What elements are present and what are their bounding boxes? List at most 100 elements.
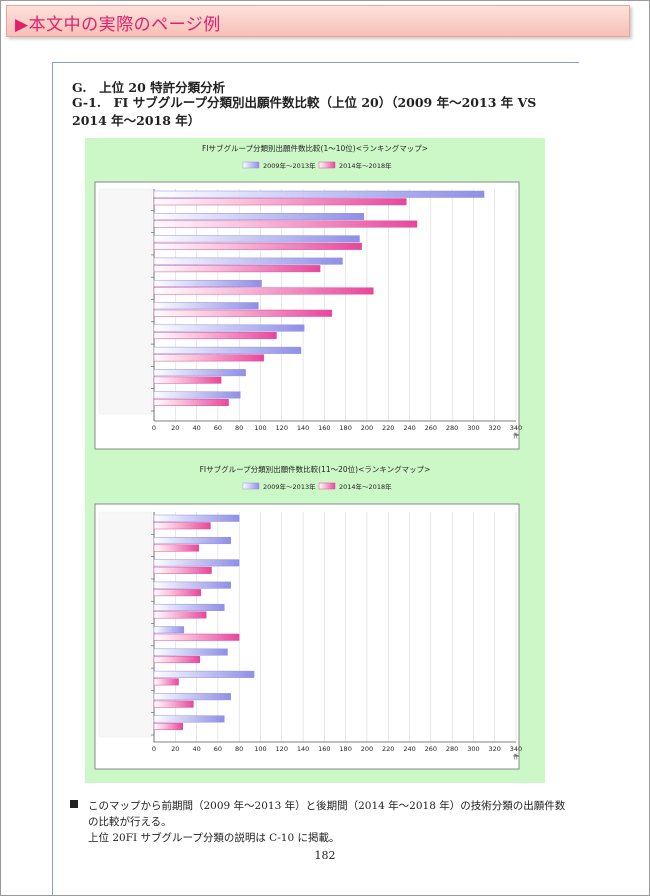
note-block: このマップから前期間（2009 年～2013 年）と後期間（2014 年～201… (70, 798, 580, 846)
bar-period2 (153, 309, 333, 317)
section-subtitle: G-1. FI サブグループ分類別出願件数比較（上位 20）（2009 年～20… (72, 95, 537, 128)
tick-label: 240 (403, 424, 415, 432)
bar-period1 (153, 648, 228, 656)
bullet-square-icon (70, 800, 78, 808)
tick-label: 180 (339, 424, 351, 432)
bar-period2 (153, 376, 222, 384)
tick-label: 60 (214, 424, 222, 432)
bar-period1 (153, 581, 231, 589)
tick-label: 320 (488, 745, 500, 753)
bar-period1 (153, 693, 231, 701)
bar-period1 (153, 235, 360, 243)
axis-unit-label: 件 (513, 753, 519, 761)
tick-label: 120 (276, 745, 288, 753)
bar-period1 (153, 537, 231, 545)
axis-unit-label: 件 (513, 432, 519, 440)
tick-label: 320 (488, 424, 500, 432)
legend-swatch-period1 (242, 482, 260, 490)
bar-period2 (153, 265, 321, 273)
bar-period2 (153, 242, 362, 250)
tick-label: 40 (192, 745, 200, 753)
chart-2-title: FIサブグループ分類別出願件数比較(11～20位)<ランキングマップ> (200, 464, 431, 474)
tick-label: 80 (235, 424, 243, 432)
legend-label-period1: 2009年～2013年 (263, 161, 316, 170)
legend-label-period1: 2009年～2013年 (263, 482, 316, 491)
bar-period1 (153, 324, 305, 332)
legend-swatch-period2 (318, 161, 336, 169)
bar-period2 (153, 656, 201, 664)
tick-label: 260 (425, 745, 437, 753)
bar-period1 (153, 302, 259, 310)
legend-label-period2: 2014年～2018年 (339, 482, 392, 491)
bar-period1 (153, 603, 225, 611)
legend-swatch-period2 (318, 482, 336, 490)
category-label-area (98, 511, 153, 738)
tick-label: 120 (276, 424, 288, 432)
content-rule-left (52, 62, 53, 896)
tick-label: 260 (425, 424, 437, 432)
tick-label: 200 (361, 745, 373, 753)
bar-period1 (153, 346, 302, 354)
note-line-1: このマップから前期間（2009 年～2013 年）と後期間（2014 年～201… (88, 800, 566, 812)
chart-1-title: FIサブグループ分類別出願件数比較(1～10位)<ランキングマップ> (202, 143, 428, 153)
tick-label: 0 (152, 424, 156, 432)
tick-label: 160 (318, 424, 330, 432)
bar-period1 (153, 559, 240, 567)
bar-period1 (153, 670, 255, 678)
tick-label: 240 (403, 745, 415, 753)
bar-period1 (153, 369, 246, 377)
section-title: G. 上位 20 特許分類分析 (72, 80, 226, 95)
tick-label: 180 (339, 745, 351, 753)
legend-swatch-period1 (242, 161, 260, 169)
banner-title: ▶本文中の実際のページ例 (15, 15, 221, 35)
tick-label: 20 (171, 745, 179, 753)
bar-period1 (153, 213, 364, 221)
bar-period1 (153, 257, 343, 265)
bar-period2 (153, 611, 207, 619)
bar-period2 (153, 287, 374, 295)
legend-label-period2: 2014年～2018年 (339, 161, 392, 170)
bar-period2 (153, 722, 183, 730)
chart-svg: FIサブグループ分類別出願件数比較(1～10位)<ランキングマップ> 2009年～… (94, 143, 522, 770)
tick-label: 40 (192, 424, 200, 432)
tick-label: 200 (361, 424, 373, 432)
tick-label: 140 (297, 424, 309, 432)
tick-label: 140 (297, 745, 309, 753)
tick-label: 100 (254, 745, 266, 753)
bar-period1 (153, 391, 241, 399)
bar-period1 (153, 626, 185, 634)
tick-label: 300 (467, 424, 479, 432)
bar-period2 (153, 332, 277, 340)
bar-period2 (153, 678, 179, 686)
category-label-area (98, 188, 153, 415)
tick-label: 160 (318, 745, 330, 753)
bar-period2 (153, 398, 229, 406)
header-banner: ▶本文中の実際のページ例 (6, 5, 630, 37)
note-line-2: の比較が行える。 (88, 816, 172, 828)
bar-period2 (153, 522, 211, 530)
bar-period1 (153, 514, 240, 522)
tick-label: 220 (382, 745, 394, 753)
bar-period2 (153, 544, 199, 552)
bar-period2 (153, 220, 418, 228)
chart-panel: FIサブグループ分類別出願件数比較(1～10位)<ランキングマップ> 2009年～… (85, 138, 545, 783)
tick-label: 80 (235, 745, 243, 753)
tick-label: 300 (467, 745, 479, 753)
bar-period2 (153, 198, 407, 206)
page-number: 182 (314, 849, 336, 862)
bar-period2 (153, 589, 202, 597)
tick-label: 280 (446, 424, 458, 432)
tick-label: 60 (214, 745, 222, 753)
tick-label: 20 (171, 424, 179, 432)
bar-period2 (153, 633, 240, 641)
bar-period2 (153, 566, 212, 574)
tick-label: 0 (152, 745, 156, 753)
content-rule-top (52, 62, 579, 63)
bar-period1 (153, 279, 262, 287)
tick-label: 220 (382, 424, 394, 432)
bar-period2 (153, 354, 264, 362)
tick-label: 340 (510, 745, 522, 753)
tick-label: 100 (254, 424, 266, 432)
bar-period2 (153, 700, 194, 708)
bar-period1 (153, 715, 225, 723)
